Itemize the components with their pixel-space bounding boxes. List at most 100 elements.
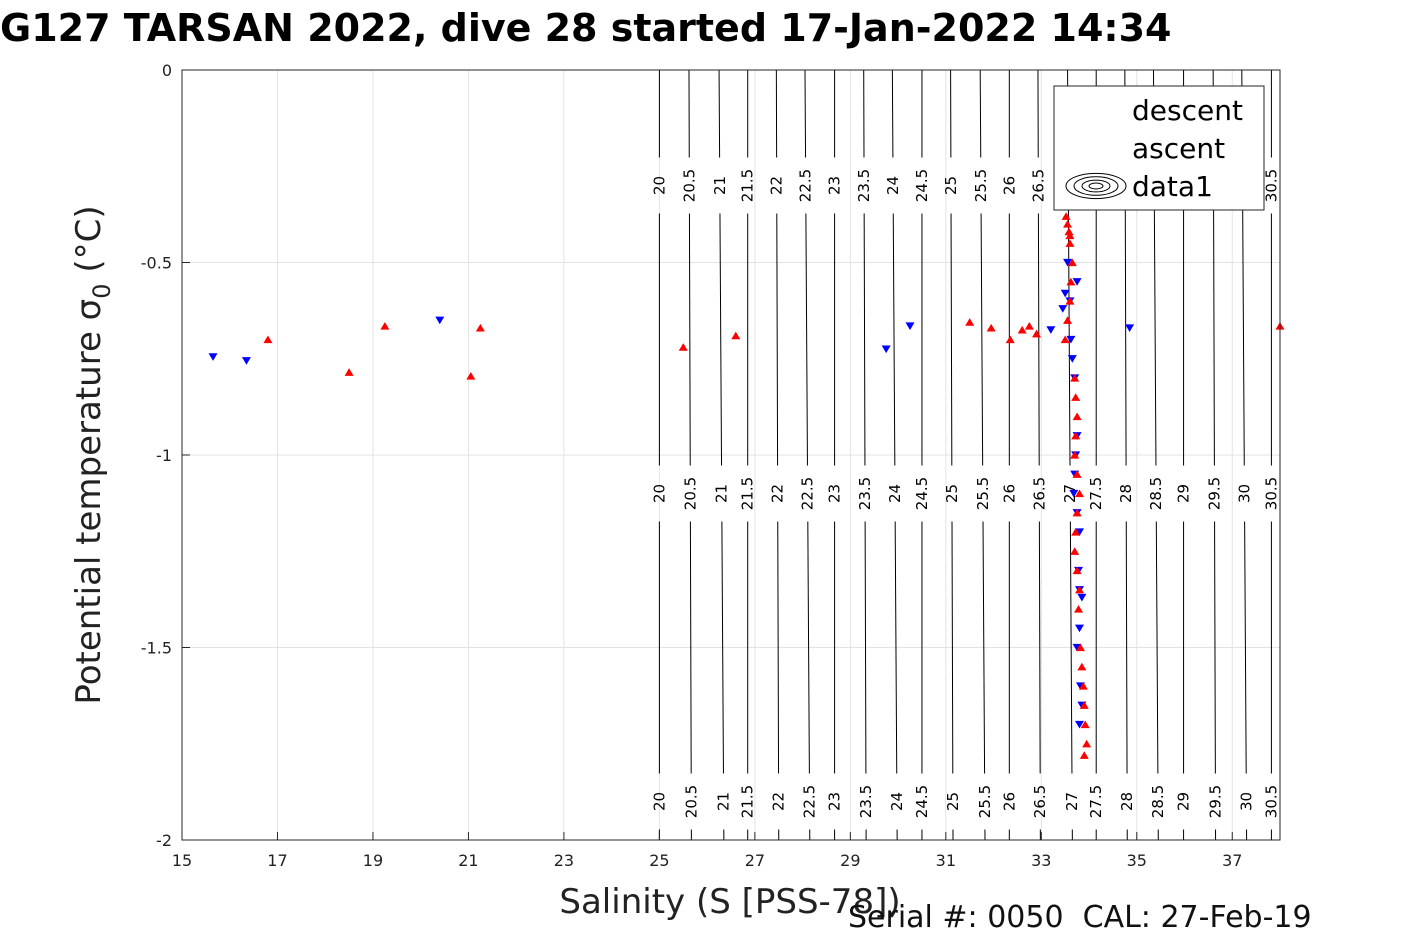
ascent-point	[1065, 239, 1075, 247]
y-tick-label: -1.5	[141, 639, 172, 658]
x-tick-label: 33	[1031, 851, 1051, 870]
contour-line	[982, 521, 986, 774]
x-tick-label: 15	[172, 851, 192, 870]
contour-label: 23.5	[856, 477, 874, 510]
ascent-point	[1077, 662, 1087, 671]
y-axis-label: Potential temperature σ0 (°C)	[69, 205, 116, 704]
descent-point	[1074, 624, 1084, 633]
ascent-point	[1067, 258, 1077, 267]
descent-point	[905, 322, 915, 331]
contour-label: 23	[826, 484, 844, 503]
ascent-point	[380, 321, 390, 330]
ascent-point	[1079, 751, 1089, 759]
contour-label: 30.5	[1262, 169, 1280, 202]
legend-box	[1053, 85, 1265, 211]
x-tick-label: 37	[1222, 851, 1242, 870]
contour-label: 24	[888, 792, 906, 811]
ascent-point	[1066, 277, 1076, 286]
ascent-point	[1063, 219, 1073, 228]
x-tick-label: 23	[554, 851, 574, 870]
contour-label: 23.5	[855, 169, 873, 202]
contour-label: 22	[770, 792, 788, 811]
contour-label: 28.5	[1147, 477, 1165, 510]
contour-label: 26.5	[1030, 477, 1048, 510]
ascent-point	[1024, 321, 1034, 330]
contour-label: 20.5	[681, 477, 699, 510]
x-tick-label: 29	[840, 851, 860, 870]
ascent-point	[1064, 227, 1074, 236]
contour-label: 27	[1061, 484, 1079, 503]
contour-label: 23	[826, 176, 844, 195]
contour-label: 25	[942, 176, 960, 195]
descent-point	[208, 353, 218, 361]
ascent-point	[1005, 335, 1015, 344]
ascent-point	[1074, 489, 1084, 498]
contour-label: 28	[1118, 792, 1136, 811]
ascent-point	[1061, 212, 1071, 220]
y-tick-label: -1	[156, 446, 172, 465]
contour-label: 22	[769, 484, 787, 503]
contour-line	[891, 69, 894, 158]
contour-label: 30.5	[1262, 477, 1280, 510]
contour-line	[777, 521, 780, 774]
contour-label: 29.5	[1205, 477, 1223, 510]
contour-label: 24	[886, 484, 904, 503]
x-tick-label: 21	[458, 851, 478, 870]
contour-line	[807, 521, 810, 774]
x-tick-label: 27	[745, 851, 765, 870]
ascent-point	[344, 368, 354, 376]
ascent-point	[1065, 296, 1075, 305]
contour-label: 28.5	[1149, 785, 1167, 818]
ascent-point	[263, 335, 273, 344]
contour-label: 25	[943, 484, 961, 503]
contour-line	[863, 213, 866, 466]
contour-label: 30	[1235, 484, 1253, 503]
ascent-point	[1072, 508, 1082, 517]
legend-contour-marker	[1073, 176, 1119, 196]
descent-point	[1125, 324, 1135, 332]
descent-point	[435, 316, 445, 325]
contour-label: 23.5	[857, 785, 875, 818]
ascent-point	[1070, 547, 1080, 555]
descent-point	[1066, 335, 1076, 344]
contour-label: 20.5	[680, 169, 698, 202]
contour-label: 29	[1175, 484, 1193, 503]
contour-line	[1155, 521, 1159, 774]
descent-point	[1074, 528, 1084, 537]
contour-line	[718, 69, 721, 158]
contour-label: 20	[650, 176, 668, 195]
ascent-point	[1072, 412, 1082, 421]
descent-point	[881, 345, 891, 354]
contour-label: 26.5	[1031, 785, 1049, 818]
ascent-point	[1072, 470, 1082, 478]
contour-label: 25	[944, 792, 962, 811]
x-tick-label: 31	[936, 851, 956, 870]
contour-label: 21	[715, 792, 733, 811]
contour-label: 21.5	[739, 169, 757, 202]
contour-line	[805, 213, 808, 466]
contour-line	[1244, 521, 1247, 774]
ascent-point	[1060, 335, 1070, 344]
ascent-point	[1071, 527, 1081, 536]
contour-line	[980, 213, 984, 466]
ascent-point	[1070, 373, 1080, 382]
contour-label: 21	[711, 176, 729, 195]
contour-line	[979, 69, 982, 158]
contour-label: 27.5	[1087, 477, 1105, 510]
contour-label: 24	[884, 176, 902, 195]
contour-line	[1125, 521, 1128, 774]
y-axis-label-subscript: 0	[88, 283, 116, 298]
contour-label: 24.5	[913, 785, 931, 818]
ascent-point	[1071, 431, 1081, 440]
ascent-point	[1065, 231, 1075, 240]
contour-line	[950, 213, 953, 466]
contour-label: 25.5	[974, 477, 992, 510]
ascent-point	[1080, 720, 1090, 729]
ascent-point	[1082, 739, 1092, 748]
descent-point	[1069, 489, 1079, 498]
contour-line	[688, 213, 691, 466]
contour-label: 20.5	[682, 785, 700, 818]
contour-line	[1037, 213, 1040, 466]
contour-label: 28	[1117, 484, 1135, 503]
contour-line	[804, 69, 807, 158]
